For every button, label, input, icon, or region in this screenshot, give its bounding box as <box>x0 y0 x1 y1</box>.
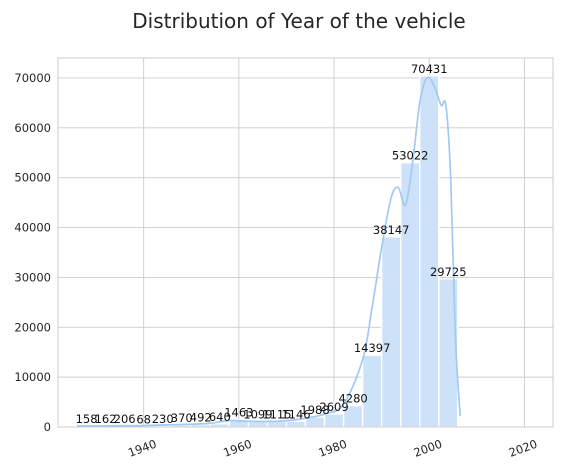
x-axis-tick-labels: 1940 1960 1980 2000 2020 <box>126 437 539 460</box>
x-tick-label: 1960 <box>221 437 253 460</box>
y-tick-label: 40000 <box>14 221 51 235</box>
y-tick-label: 0 <box>44 420 51 434</box>
x-tick-label: 1980 <box>317 437 349 460</box>
bar-data-label: 38147 <box>373 223 410 237</box>
chart-title: Distribution of Year of the vehicle <box>132 9 465 33</box>
bar-data-label: 206 <box>114 412 136 426</box>
bar-data-label: 68 <box>136 413 151 427</box>
y-tick-label: 10000 <box>14 370 51 384</box>
y-axis-tick-labels: 0 10000 20000 30000 40000 50000 60000 70000 <box>14 71 51 434</box>
histogram-bar <box>286 421 305 427</box>
y-tick-label: 70000 <box>14 71 51 85</box>
bar-data-label: 4280 <box>338 392 367 406</box>
bar-data-label: 53022 <box>392 149 429 163</box>
histogram-bar <box>420 76 439 427</box>
bar-data-label: 29725 <box>430 265 467 279</box>
plot-area-frame <box>58 58 553 427</box>
histogram-bars <box>77 76 458 427</box>
x-tick-label: 1940 <box>126 437 158 460</box>
y-tick-label: 30000 <box>14 270 51 284</box>
x-tick-label: 2000 <box>412 437 444 460</box>
bar-data-label: 14397 <box>354 341 391 355</box>
y-tick-label: 20000 <box>14 320 51 334</box>
histogram-bar <box>382 237 401 427</box>
y-tick-label: 50000 <box>14 171 51 185</box>
x-tick-label: 2020 <box>507 437 539 460</box>
y-tick-label: 60000 <box>14 121 51 135</box>
bar-data-label: 70431 <box>411 62 448 76</box>
grid-lines <box>58 58 553 427</box>
